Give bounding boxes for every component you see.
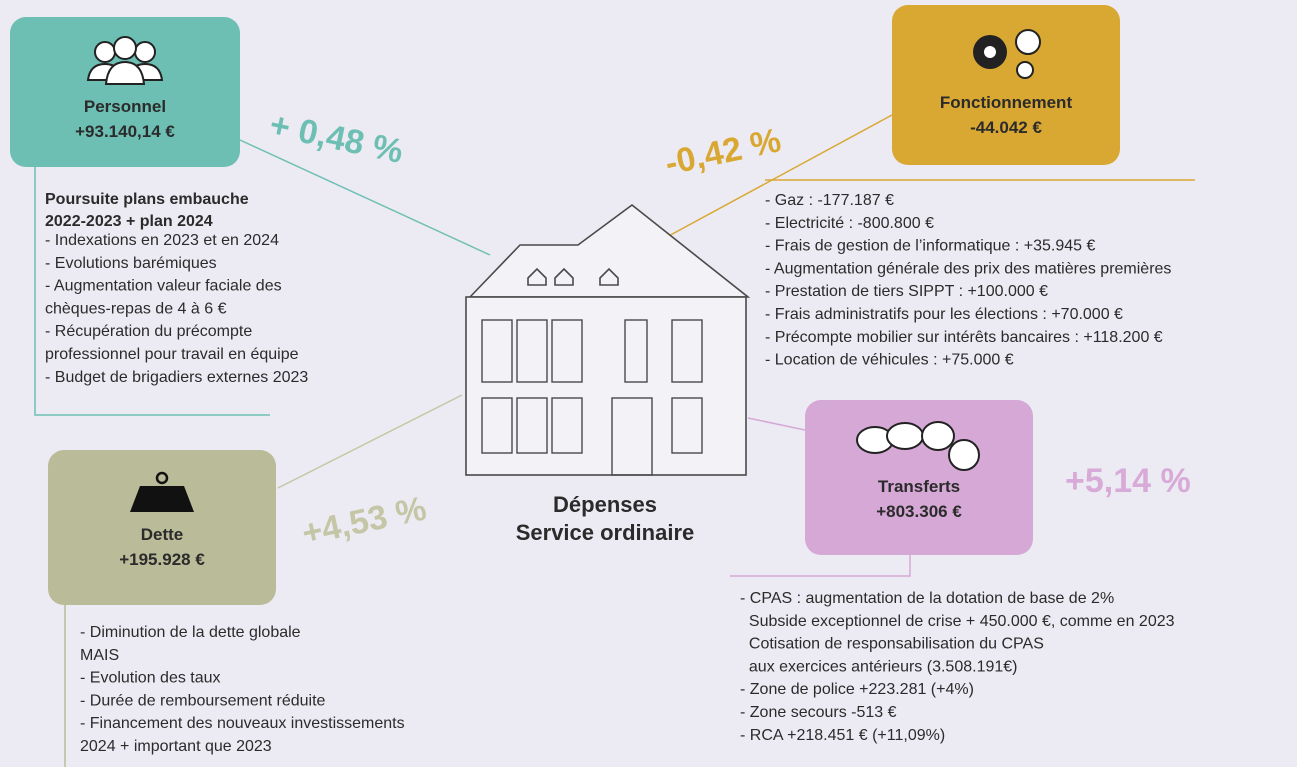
fonctionnement-box — [892, 5, 1120, 165]
box-label: Personnel — [84, 97, 166, 116]
personnel-box — [10, 17, 240, 167]
box-amount: +195.928 € — [119, 550, 205, 569]
box-amount: +803.306 € — [876, 502, 962, 521]
list-item: - Zone secours -513 € — [740, 704, 897, 721]
list-item: - Diminution de la dette globale — [80, 624, 301, 641]
list-item: - Précompte mobilier sur intérêts bancai… — [765, 329, 1163, 346]
dette-box — [48, 450, 276, 605]
list-item: - Augmentation générale des prix des mat… — [765, 260, 1171, 277]
box-amount: +93.140,14 € — [75, 122, 175, 141]
list-item: - Zone de police +223.281 (+4%) — [740, 681, 974, 698]
gears-icon — [973, 29, 1041, 79]
list-item: - Frais de gestion de l’informatique : +… — [765, 238, 1096, 255]
list-item: 2024 + important que 2023 — [80, 738, 272, 755]
list-item: chèques-repas de 4 à 6 € — [45, 300, 227, 317]
list-item: Subside exceptionnel de crise + 450.000 … — [740, 613, 1175, 630]
connectors — [34, 114, 1195, 767]
list-item: - Prestation de tiers SIPPT : +100.000 € — [765, 283, 1048, 300]
list-item: - Budget de brigadiers externes 2023 — [45, 369, 308, 386]
list-item: Cotisation de responsabilisation du CPAS — [740, 636, 1044, 653]
list-item: - CPAS : augmentation de la dotation de … — [740, 590, 1114, 607]
list-item: - Evolution des taux — [80, 670, 221, 687]
coins-icon — [856, 421, 980, 471]
title: Dépenses — [553, 492, 657, 517]
list-item: - Indexations en 2023 et en 2024 — [45, 232, 279, 249]
house — [465, 203, 751, 476]
list-item: - Augmentation valeur faciale des — [45, 278, 282, 295]
title: Service ordinaire — [516, 520, 695, 545]
list-item: - Evolutions barémiques — [45, 255, 217, 272]
change-percent: +5,14 % — [1065, 462, 1191, 500]
box-amount: -44.042 € — [970, 118, 1042, 137]
list-item: - RCA +218.451 € (+11,09%) — [740, 727, 945, 744]
list-item: aux exercices antérieurs (3.508.191€) — [740, 658, 1017, 675]
list-item: professionnel pour travail en équipe — [45, 346, 299, 363]
list-item: - Durée de remboursement réduite — [80, 692, 326, 709]
list-item: - Location de véhicules : +75.000 € — [765, 352, 1014, 369]
list-item: - Frais administratifs pour les élection… — [765, 306, 1123, 323]
list-heading: 2022-2023 + plan 2024 — [45, 213, 213, 230]
list-item: - Gaz : -177.187 € — [765, 192, 894, 209]
list-item: - Récupération du précompte — [45, 323, 252, 340]
people-icon — [86, 36, 164, 85]
list-item: - Financement des nouveaux investissemen… — [80, 715, 405, 732]
box-label: Dette — [141, 525, 184, 544]
box-label: Fonctionnement — [940, 93, 1073, 112]
list-heading: Poursuite plans embauche — [45, 191, 249, 208]
list-item: - Electricité : -800.800 € — [765, 215, 934, 232]
weight-icon — [130, 471, 194, 512]
box-label: Transferts — [878, 477, 960, 496]
list-item: MAIS — [80, 647, 119, 664]
